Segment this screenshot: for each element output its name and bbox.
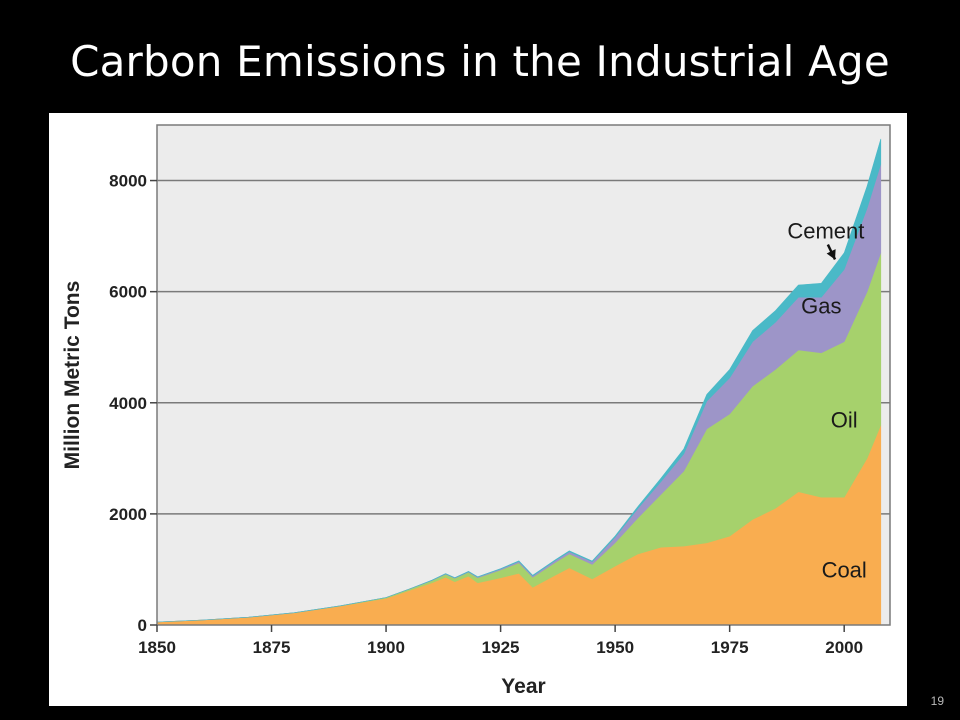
area-label-oil: Oil	[831, 407, 858, 432]
x-tick-label: 1925	[482, 638, 520, 657]
stacked-areas	[156, 138, 882, 626]
area-label-coal: Coal	[822, 557, 867, 582]
area-label-gas: Gas	[801, 294, 841, 319]
cement-pointer-arrowhead	[826, 249, 836, 260]
axis-ticks: 1850 1875 1900 1925 1950 1975 2000 0 2000 4000 600…	[109, 172, 863, 657]
area-labels: Coal Oil Gas Cement	[787, 219, 866, 583]
x-tick-label: 1850	[138, 638, 176, 657]
page-number: 19	[930, 694, 944, 708]
x-axis-title: Year	[501, 675, 545, 698]
x-tick-label: 1975	[711, 638, 749, 657]
y-tick-label: 0	[138, 616, 147, 635]
y-tick-label: 8000	[109, 172, 147, 191]
y-tick-label: 6000	[109, 283, 147, 302]
y-axis-title: Million Metric Tons	[61, 281, 84, 470]
y-tick-label: 4000	[109, 394, 147, 413]
emissions-area-chart: 1850 1875 1900 1925 1950 1975 2000 0 2000 4000 600…	[61, 124, 891, 698]
chart-panel: 1850 1875 1900 1925 1950 1975 2000 0 2000 4000 600…	[49, 113, 907, 706]
x-tick-label: 1900	[367, 638, 405, 657]
area-label-cement: Cement	[787, 219, 864, 244]
x-tick-label: 2000	[825, 638, 863, 657]
area-cement	[156, 138, 882, 623]
slide-title: Carbon Emissions in the Industrial Age	[70, 37, 890, 86]
x-tick-label: 1950	[596, 638, 634, 657]
plot-frame	[156, 124, 891, 626]
y-tick-label: 2000	[109, 505, 147, 524]
x-tick-label: 1875	[253, 638, 291, 657]
